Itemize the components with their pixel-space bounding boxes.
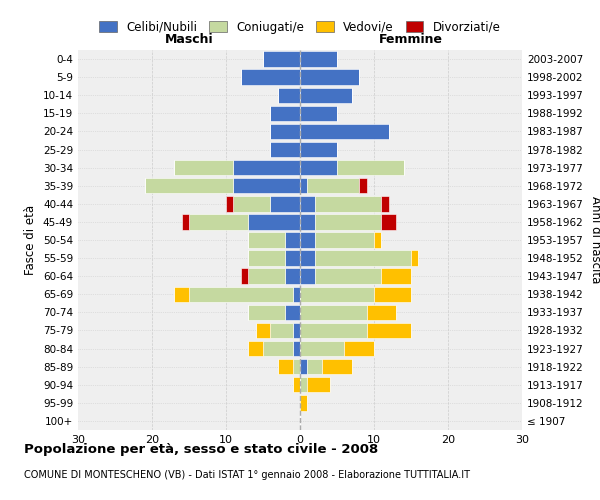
Bar	[256, 323, 271, 338]
Bar	[293, 286, 300, 302]
Bar	[285, 250, 300, 266]
Bar	[271, 323, 293, 338]
Bar	[300, 359, 307, 374]
Bar	[307, 359, 322, 374]
Bar	[337, 160, 404, 176]
Bar	[300, 250, 315, 266]
Bar	[315, 196, 382, 212]
Bar	[300, 88, 352, 103]
Bar	[300, 178, 307, 194]
Bar	[248, 250, 285, 266]
Bar	[300, 304, 367, 320]
Y-axis label: Fasce di età: Fasce di età	[25, 205, 37, 275]
Bar	[300, 160, 337, 176]
Bar	[300, 52, 337, 66]
Bar	[300, 196, 315, 212]
Bar	[315, 232, 374, 248]
Bar	[315, 268, 382, 284]
Bar	[293, 359, 300, 374]
Bar	[189, 286, 293, 302]
Bar	[293, 341, 300, 356]
Bar	[322, 359, 352, 374]
Bar	[248, 304, 285, 320]
Bar	[382, 268, 411, 284]
Bar	[233, 160, 300, 176]
Bar	[263, 52, 300, 66]
Bar	[182, 214, 189, 230]
Bar	[300, 70, 359, 85]
Bar	[293, 377, 300, 392]
Bar	[241, 268, 248, 284]
Bar	[300, 341, 344, 356]
Bar	[226, 196, 233, 212]
Bar	[315, 250, 411, 266]
Bar	[300, 286, 374, 302]
Text: Maschi: Maschi	[164, 34, 214, 46]
Bar	[145, 178, 233, 194]
Bar	[263, 341, 293, 356]
Bar	[285, 232, 300, 248]
Bar	[189, 214, 248, 230]
Bar	[300, 142, 337, 157]
Bar	[300, 395, 307, 410]
Bar	[300, 106, 337, 121]
Bar	[315, 214, 382, 230]
Bar	[300, 377, 307, 392]
Bar	[271, 106, 300, 121]
Bar	[248, 341, 263, 356]
Bar	[300, 214, 315, 230]
Bar	[278, 88, 300, 103]
Bar	[300, 124, 389, 139]
Bar	[367, 304, 396, 320]
Bar	[374, 232, 382, 248]
Text: COMUNE DI MONTESCHENO (VB) - Dati ISTAT 1° gennaio 2008 - Elaborazione TUTTITALI: COMUNE DI MONTESCHENO (VB) - Dati ISTAT …	[24, 470, 470, 480]
Bar	[285, 268, 300, 284]
Text: Femmine: Femmine	[379, 34, 443, 46]
Bar	[382, 214, 396, 230]
Bar	[233, 196, 271, 212]
Bar	[233, 178, 300, 194]
Bar	[300, 232, 315, 248]
Bar	[359, 178, 367, 194]
Bar	[367, 323, 411, 338]
Legend: Celibi/Nubili, Coniugati/e, Vedovi/e, Divorziati/e: Celibi/Nubili, Coniugati/e, Vedovi/e, Di…	[95, 16, 505, 38]
Bar	[374, 286, 411, 302]
Bar	[174, 160, 233, 176]
Bar	[344, 341, 374, 356]
Bar	[307, 377, 329, 392]
Bar	[300, 268, 315, 284]
Bar	[271, 142, 300, 157]
Bar	[271, 124, 300, 139]
Bar	[411, 250, 418, 266]
Bar	[248, 268, 285, 284]
Bar	[174, 286, 189, 302]
Bar	[293, 323, 300, 338]
Bar	[285, 304, 300, 320]
Bar	[300, 323, 367, 338]
Text: Popolazione per età, sesso e stato civile - 2008: Popolazione per età, sesso e stato civil…	[24, 442, 378, 456]
Bar	[248, 214, 300, 230]
Y-axis label: Anni di nascita: Anni di nascita	[589, 196, 600, 284]
Bar	[278, 359, 293, 374]
Bar	[248, 232, 285, 248]
Bar	[307, 178, 359, 194]
Bar	[382, 196, 389, 212]
Bar	[271, 196, 300, 212]
Bar	[241, 70, 300, 85]
